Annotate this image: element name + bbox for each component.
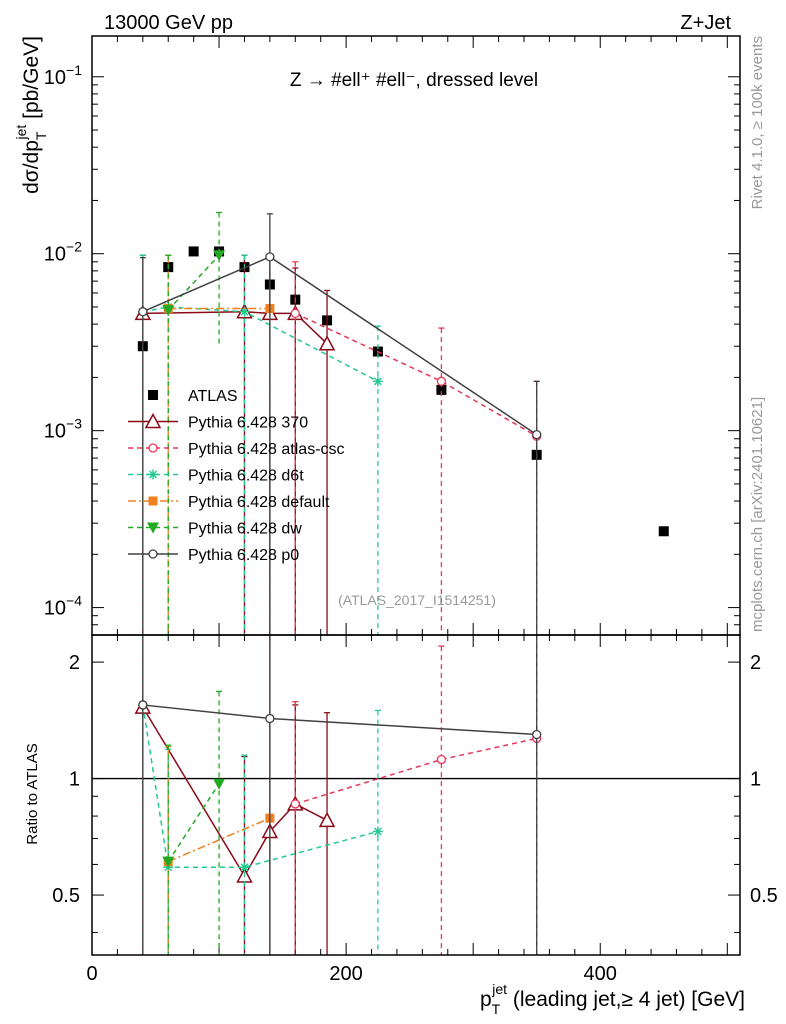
main-series xyxy=(134,211,669,635)
legend-label: Pythia 6.428 d6t xyxy=(188,468,304,485)
ratio-tick-label-right: 2 xyxy=(750,652,761,674)
legend-item-d6t: Pythia 6.428 d6t xyxy=(128,468,304,485)
legend-item-ATLAS: ATLAS xyxy=(148,388,238,405)
ratio-series-p0 xyxy=(138,635,542,955)
data-point xyxy=(372,826,383,837)
ratio-line xyxy=(295,737,537,805)
ratio-series-dw xyxy=(162,690,226,955)
data-point xyxy=(213,778,226,790)
chart-title: Z → #ell⁺ #ell⁻, dressed level xyxy=(290,70,538,91)
ratio-line xyxy=(142,704,379,868)
data-point xyxy=(148,496,158,506)
data-point xyxy=(532,429,542,440)
analysis-id: (ATLAS_2017_I1514251) xyxy=(338,592,496,608)
y-tick-label: 10−1 xyxy=(44,62,82,89)
data-point xyxy=(148,443,158,453)
ratio-tick-label: 1 xyxy=(69,769,80,791)
header-left: 13000 GeV pp xyxy=(104,12,233,34)
series-line xyxy=(142,306,379,382)
x-tick-label: 0 xyxy=(86,963,97,985)
legend-item-p0: Pythia 6.428 p0 xyxy=(128,547,299,564)
legend-label: Pythia 6.428 atlas-csc xyxy=(188,441,345,458)
y-axis-label-sup: jet xyxy=(13,125,29,141)
data-point xyxy=(148,390,158,400)
x-axis-label: pTjet (leading jet,≥ 4 jet) [GeV] xyxy=(480,981,745,1017)
ratio-tick-label: 2 xyxy=(69,652,80,674)
x-tick-label: 400 xyxy=(584,963,617,985)
data-point xyxy=(213,250,226,262)
data-point xyxy=(147,522,159,534)
ratio-frame xyxy=(91,634,741,956)
legend-label: Pythia 6.428 p0 xyxy=(188,547,299,564)
ratio-line xyxy=(167,783,220,863)
legend-label: Pythia 6.428 370 xyxy=(188,415,308,432)
series-p0 xyxy=(138,213,542,635)
x-tick-label: 200 xyxy=(329,963,362,985)
mcplots-label: mcplots.cern.ch [arXiv:2401.10621] xyxy=(749,397,766,632)
data-point xyxy=(265,252,275,262)
x-axis-label-sub: T xyxy=(492,1001,501,1017)
data-point xyxy=(658,526,669,537)
series-line xyxy=(294,312,538,437)
y-axis-label-pre: dσ/dp xyxy=(20,140,43,194)
ratio-series-atlas-csc xyxy=(290,635,542,955)
data-point xyxy=(148,549,158,559)
data-point xyxy=(372,376,383,387)
ratio-tick-label-right: 1 xyxy=(750,769,761,791)
data-point xyxy=(290,308,300,319)
x-axis-label-main: p xyxy=(480,988,492,1011)
legend: ATLAS Pythia 6.428 370 Pythia 6.428 atlas-… xyxy=(128,388,345,564)
x-axis-label-sup: jet xyxy=(491,981,507,997)
legend-label: Pythia 6.428 default xyxy=(188,494,330,511)
ratio-series xyxy=(134,635,542,955)
legend-item-dw: Pythia 6.428 dw xyxy=(128,521,302,538)
data-point xyxy=(532,729,542,740)
y-axis-label-sub: T xyxy=(33,131,49,140)
ratio-ticks: 0 200 400 0.5 0.5 1 1 2 2 xyxy=(52,635,778,985)
data-point xyxy=(436,376,447,386)
y-axis-label: dσ/dpTjet [pb/GeV] xyxy=(13,36,49,194)
data-point xyxy=(318,335,336,351)
ratio-axis-label: Ratio to ATLAS xyxy=(24,743,41,844)
data-point xyxy=(138,700,148,710)
legend-label: Pythia 6.428 dw xyxy=(188,521,302,538)
ratio-tick-label: 0.5 xyxy=(52,885,80,907)
data-point xyxy=(162,856,175,868)
svg-text:dσ/dpTjet [pb/GeV]: dσ/dpTjet [pb/GeV] xyxy=(13,36,49,194)
data-point xyxy=(436,754,447,765)
legend-item-default: Pythia 6.428 default xyxy=(128,494,330,511)
y-tick-label: 10−3 xyxy=(44,416,82,443)
rivet-label: Rivet 4.1.0, ≥ 100k events xyxy=(749,36,766,209)
data-point xyxy=(138,307,148,317)
data-point xyxy=(188,246,199,257)
data-point xyxy=(239,306,250,317)
y-tick-label: 10−4 xyxy=(44,593,82,620)
series-line xyxy=(167,254,220,311)
y-tick-label: 10−2 xyxy=(44,239,82,266)
legend-item-atlas-csc: Pythia 6.428 atlas-csc xyxy=(128,441,345,458)
x-axis-label-rest: (leading jet,≥ 4 jet) [GeV] xyxy=(507,988,745,1011)
data-point xyxy=(318,811,336,828)
legend-item-370: Pythia 6.428 370 xyxy=(128,412,308,432)
header-right: Z+Jet xyxy=(680,12,731,34)
data-point xyxy=(148,469,158,480)
data-point xyxy=(265,713,275,724)
data-point xyxy=(162,305,175,317)
ratio-tick-label-right: 0.5 xyxy=(750,885,778,907)
data-point xyxy=(436,384,447,395)
data-point xyxy=(239,862,250,873)
data-point xyxy=(144,412,162,429)
data-point xyxy=(290,799,300,809)
y-axis-label-post: [pb/GeV] xyxy=(20,36,43,125)
legend-label: ATLAS xyxy=(188,388,238,405)
